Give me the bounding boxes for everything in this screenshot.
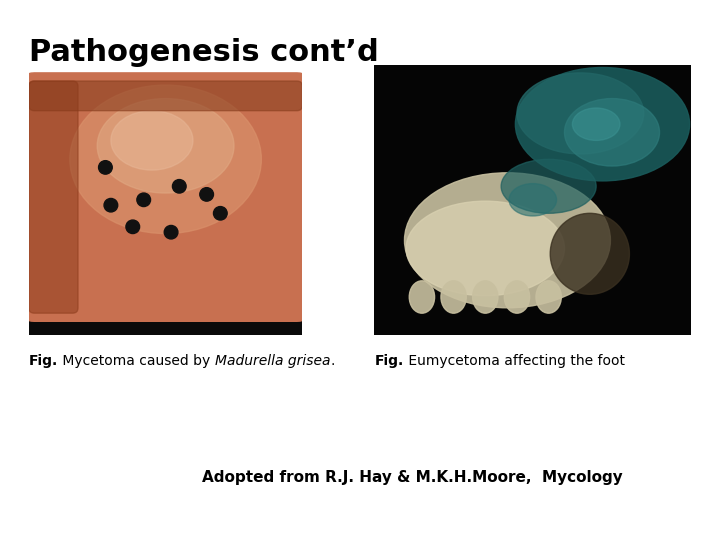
Text: Pathogenesis cont’d: Pathogenesis cont’d <box>29 38 379 67</box>
Text: Fig.: Fig. <box>29 354 58 368</box>
Ellipse shape <box>441 281 467 313</box>
Text: Eumycetoma affecting the foot: Eumycetoma affecting the foot <box>404 354 625 368</box>
FancyBboxPatch shape <box>29 81 78 313</box>
Ellipse shape <box>504 281 530 313</box>
Ellipse shape <box>501 159 596 213</box>
Ellipse shape <box>536 281 562 313</box>
Circle shape <box>164 226 178 239</box>
Bar <box>29 302 302 335</box>
Circle shape <box>173 179 186 193</box>
Text: .: . <box>330 354 335 368</box>
Ellipse shape <box>406 201 564 295</box>
Ellipse shape <box>564 98 660 166</box>
Ellipse shape <box>70 85 261 233</box>
Ellipse shape <box>97 98 234 193</box>
Circle shape <box>104 199 117 212</box>
Ellipse shape <box>517 73 644 154</box>
Text: Adopted from R.J. Hay & M.K.H.Moore,  Mycology: Adopted from R.J. Hay & M.K.H.Moore, Myc… <box>202 470 622 485</box>
FancyBboxPatch shape <box>29 81 302 111</box>
FancyBboxPatch shape <box>21 73 310 321</box>
Ellipse shape <box>111 111 193 170</box>
Ellipse shape <box>405 173 611 308</box>
Ellipse shape <box>516 68 690 181</box>
Text: Fig.: Fig. <box>374 354 404 368</box>
Circle shape <box>99 160 112 174</box>
Ellipse shape <box>409 281 435 313</box>
Ellipse shape <box>550 213 629 294</box>
Text: Madurella grisea: Madurella grisea <box>215 354 330 368</box>
Circle shape <box>126 220 140 233</box>
Ellipse shape <box>509 184 557 216</box>
Text: Mycetoma caused by: Mycetoma caused by <box>58 354 215 368</box>
Circle shape <box>137 193 150 206</box>
Circle shape <box>199 187 213 201</box>
Ellipse shape <box>572 108 620 140</box>
Circle shape <box>213 206 227 220</box>
Ellipse shape <box>472 281 498 313</box>
